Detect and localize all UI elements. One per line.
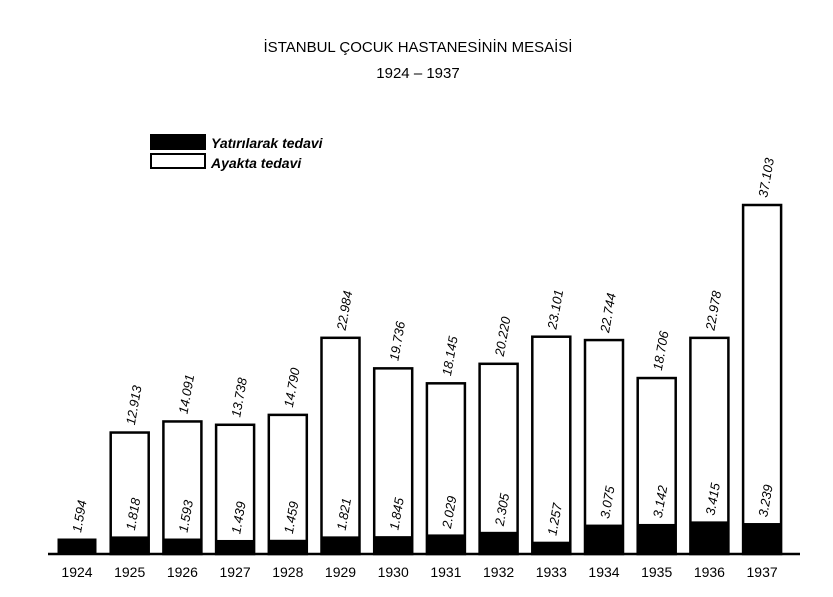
value-label-ayakta-1934: 22.744 bbox=[597, 292, 619, 335]
value-label-yatirilarak-1926: 1.593 bbox=[176, 498, 197, 533]
bar-yatirilarak-1934 bbox=[584, 524, 624, 555]
value-label-yatirilarak-1933: 1.257 bbox=[544, 501, 565, 536]
x-tick-1931: 1931 bbox=[430, 564, 461, 580]
legend-swatch-ayakta bbox=[150, 153, 206, 169]
legend-label-yatirilarak: Yatırılarak tedavi bbox=[211, 135, 324, 151]
value-label-yatirilarak-1935: 3.142 bbox=[650, 484, 671, 519]
x-tick-1933: 1933 bbox=[536, 564, 567, 580]
value-label-yatirilarak-1932: 2.305 bbox=[492, 491, 513, 527]
bar-ayakta-1931 bbox=[425, 382, 467, 556]
value-label-yatirilarak-1925: 1.818 bbox=[123, 496, 144, 531]
bar-ayakta-1933 bbox=[531, 335, 572, 556]
x-tick-1925: 1925 bbox=[114, 564, 145, 580]
chart-title: İSTANBUL ÇOCUK HASTANESİNİN MESAİSİ bbox=[264, 38, 573, 56]
value-labels: 1.594 1.818 12.913 1.593 14.091 1.439 13.738 1.… bbox=[69, 156, 777, 537]
value-label-ayakta-1933: 23.101 bbox=[544, 288, 566, 331]
bar-yatirilarak-1924 bbox=[57, 538, 97, 555]
bar-yatirilarak-1925 bbox=[110, 536, 150, 555]
bar-yatirilarak-1926 bbox=[162, 538, 202, 555]
x-tick-1926: 1926 bbox=[167, 564, 198, 580]
x-tick-1932: 1932 bbox=[483, 564, 514, 580]
bar-yatirilarak-1930 bbox=[373, 536, 413, 555]
legend-label-ayakta: Ayakta tedavi bbox=[210, 155, 302, 171]
value-label-yatirilarak-1928: 1.459 bbox=[281, 500, 301, 535]
value-label-ayakta-1926: 14.091 bbox=[176, 373, 198, 415]
bar-yatirilarak-1933 bbox=[531, 541, 571, 555]
value-label-ayakta-1931: 18.145 bbox=[439, 334, 461, 377]
x-tick-labels: 1924 1925 1926 1927 1928 1929 1930 1931 1932 1933… bbox=[61, 564, 777, 580]
bar-yatirilarak-1927 bbox=[215, 539, 255, 555]
bar-yatirilarak-1928 bbox=[268, 539, 308, 555]
bar-ayakta-1936 bbox=[689, 336, 730, 556]
bar-yatirilarak-1936 bbox=[689, 521, 729, 555]
value-label-ayakta-1930: 19.736 bbox=[386, 319, 408, 362]
value-label-yatirilarak-1931: 2.029 bbox=[439, 495, 460, 531]
x-tick-1927: 1927 bbox=[220, 564, 251, 580]
value-label-ayakta-1936: 22.978 bbox=[702, 289, 724, 333]
value-label-ayakta-1927: 13.738 bbox=[228, 376, 250, 419]
bar-yatirilarak-1932 bbox=[479, 531, 519, 555]
value-label-ayakta-1929: 22.984 bbox=[334, 290, 356, 333]
value-label-yatirilarak-1924: 1.594 bbox=[69, 499, 89, 534]
x-tick-1936: 1936 bbox=[694, 564, 725, 580]
value-label-ayakta-1928: 14.790 bbox=[281, 366, 303, 409]
value-label-ayakta-1932: 20.220 bbox=[492, 315, 514, 359]
value-label-yatirilarak-1927: 1.439 bbox=[228, 500, 248, 535]
bar-ayakta-1925 bbox=[109, 431, 150, 556]
value-label-yatirilarak-1930: 1.845 bbox=[386, 496, 407, 531]
chart-subtitle: 1924 – 1937 bbox=[376, 65, 459, 82]
value-label-yatirilarak-1936: 3.415 bbox=[703, 481, 724, 516]
x-tick-1937: 1937 bbox=[747, 564, 778, 580]
value-label-yatirilarak-1929: 1.821 bbox=[334, 497, 354, 532]
x-tick-1935: 1935 bbox=[641, 564, 672, 580]
bar-ayakta-1927 bbox=[214, 423, 256, 556]
bar-yatirilarak-1937 bbox=[742, 523, 782, 555]
x-tick-1930: 1930 bbox=[378, 564, 409, 580]
bar-yatirilarak-1931 bbox=[426, 534, 466, 555]
value-label-ayakta-1925: 12.913 bbox=[123, 384, 145, 427]
x-tick-1924: 1924 bbox=[61, 564, 92, 580]
bar-ayakta-1926 bbox=[162, 420, 203, 556]
value-label-ayakta-1937: 37.103 bbox=[755, 156, 777, 199]
x-tick-1929: 1929 bbox=[325, 564, 356, 580]
value-label-yatirilarak-1934: 3.075 bbox=[597, 484, 618, 519]
bars bbox=[57, 203, 783, 556]
value-label-ayakta-1935: 18.706 bbox=[650, 329, 672, 372]
bar-ayakta-1934 bbox=[583, 338, 625, 556]
x-tick-1928: 1928 bbox=[272, 564, 303, 580]
legend-swatch-yatirilarak bbox=[150, 134, 206, 150]
bar-yatirilarak-1935 bbox=[637, 523, 677, 555]
bar-yatirilarak-1929 bbox=[321, 536, 360, 555]
legend: Yatırılarak tedavi Ayakta tedavi bbox=[150, 134, 324, 171]
x-tick-1934: 1934 bbox=[588, 564, 619, 580]
value-label-yatirilarak-1937: 3.239 bbox=[755, 483, 775, 518]
